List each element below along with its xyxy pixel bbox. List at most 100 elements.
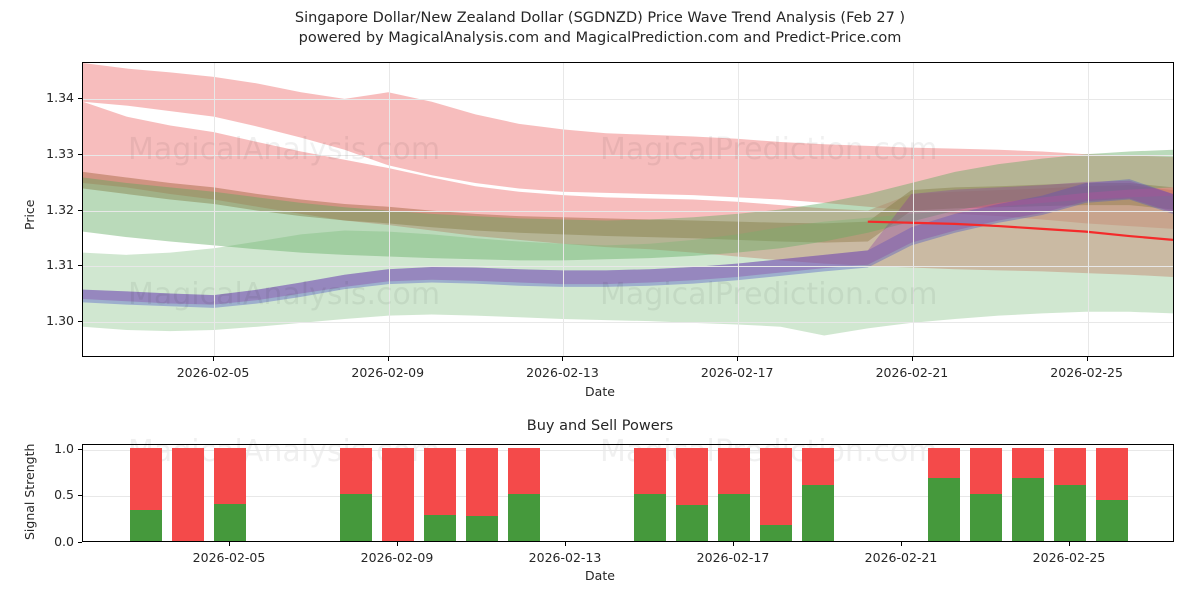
price-y-tickmark: [78, 209, 82, 211]
price-gridline-v: [388, 63, 390, 356]
sell-power-segment: [508, 447, 540, 495]
price-x-tick-label: 2026-02-13: [526, 365, 599, 380]
power-y-tick-label: 1.0: [54, 440, 74, 456]
price-gridline-v: [563, 63, 565, 356]
buy-power-segment: [802, 485, 834, 541]
power-bar[interactable]: [466, 447, 498, 541]
price-x-tick-label: 2026-02-17: [700, 365, 774, 380]
power-chart-title: Buy and Sell Powers: [526, 418, 674, 434]
power-x-tick-label: 2026-02-05: [192, 550, 266, 565]
power-bar[interactable]: [1012, 447, 1044, 541]
price-x-tickmark: [911, 357, 913, 361]
power-bar[interactable]: [928, 447, 960, 541]
sell-power-segment: [760, 447, 792, 526]
page-title: Singapore Dollar/New Zealand Dollar (SGD…: [0, 8, 1200, 48]
power-x-tickmark: [901, 542, 902, 546]
power-y-axis-label: Signal Strength: [22, 443, 37, 540]
power-bar[interactable]: [1054, 447, 1086, 541]
sell-power-segment: [1054, 447, 1086, 486]
power-bar[interactable]: [634, 447, 666, 541]
price-gridline-v: [912, 63, 914, 356]
price-band-layer: [83, 63, 1173, 336]
sell-power-segment: [1096, 447, 1128, 500]
price-gridline: [83, 154, 1173, 156]
sell-power-segment: [130, 447, 162, 511]
buy-power-segment: [1012, 478, 1044, 541]
buy-power-segment: [760, 525, 792, 541]
power-x-tickmark: [565, 542, 566, 546]
buy-power-segment: [130, 510, 162, 541]
buy-power-segment: [928, 478, 960, 541]
price-x-tickmark: [562, 357, 564, 361]
power-x-tick-label: 2026-02-25: [1032, 550, 1106, 565]
price-gridline-v: [738, 63, 740, 356]
buy-power-segment: [718, 494, 750, 541]
power-bar[interactable]: [340, 447, 372, 541]
price-y-axis-label: Price: [22, 199, 37, 231]
power-bar[interactable]: [676, 447, 708, 541]
price-y-tickmark: [78, 320, 82, 322]
power-x-tickmark: [1069, 542, 1070, 546]
sell-power-segment: [340, 447, 372, 495]
price-band-purple-overlap-band: [83, 180, 1173, 305]
power-bar[interactable]: [214, 447, 246, 541]
title-line-1: Singapore Dollar/New Zealand Dollar (SGD…: [294, 10, 906, 26]
power-gridline: [83, 449, 1173, 451]
price-gridline: [83, 321, 1173, 323]
sell-power-segment: [970, 447, 1002, 495]
sell-power-segment: [634, 447, 666, 495]
price-x-tickmark: [1086, 357, 1088, 361]
power-bar[interactable]: [1096, 447, 1128, 541]
power-bar[interactable]: [970, 447, 1002, 541]
buy-power-segment: [676, 504, 708, 541]
price-band-wide-green-envelope: [83, 195, 1173, 336]
sell-power-segment: [928, 447, 960, 479]
power-x-tick-label: 2026-02-13: [528, 550, 602, 565]
power-bar[interactable]: [718, 447, 750, 541]
price-x-tick-label: 2026-02-25: [1050, 365, 1123, 380]
price-y-tickmark: [78, 265, 82, 267]
sell-power-segment: [1012, 447, 1044, 479]
price-y-tick-label: 1.33: [46, 145, 74, 161]
price-band-brown-overlap-band: [83, 171, 1173, 243]
power-bar[interactable]: [802, 447, 834, 541]
buy-power-segment: [1096, 499, 1128, 541]
power-x-tick-label: 2026-02-21: [864, 550, 938, 565]
sell-power-segment: [718, 447, 750, 495]
power-bar[interactable]: [424, 447, 456, 541]
power-chart-axes: [82, 444, 1174, 542]
buy-power-segment: [1054, 485, 1086, 541]
price-x-tickmark: [213, 357, 215, 361]
price-gridline-v: [1087, 63, 1089, 356]
power-bar[interactable]: [130, 447, 162, 541]
price-band-lower-green-band: [83, 149, 1173, 261]
power-y-tickmark: [78, 448, 82, 450]
power-bar[interactable]: [760, 447, 792, 541]
sell-power-segment: [214, 447, 246, 504]
price-trend-line: [867, 220, 1173, 241]
price-band-blue-wave-band: [83, 179, 1173, 308]
price-y-tick-label: 1.34: [46, 90, 74, 106]
power-gridline: [83, 496, 1173, 498]
power-bar[interactable]: [382, 447, 414, 541]
price-band-mid-red-band: [83, 101, 1173, 277]
buy-power-segment: [634, 494, 666, 541]
price-gridline-v: [214, 63, 216, 356]
power-y-tickmark: [78, 495, 82, 497]
price-band-upper-red-band: [83, 63, 1173, 229]
power-y-tick-label: 0.5: [54, 487, 74, 503]
price-y-tick-label: 1.32: [46, 201, 74, 217]
power-y-tickmark: [78, 542, 82, 543]
buy-power-segment: [466, 515, 498, 541]
price-x-tick-label: 2026-02-09: [351, 365, 425, 380]
sell-power-segment: [802, 447, 834, 486]
power-bar[interactable]: [508, 447, 540, 541]
price-y-tickmark: [78, 98, 82, 100]
price-x-tickmark: [737, 357, 739, 361]
power-x-axis-label: Date: [585, 568, 615, 583]
price-x-tick-label: 2026-02-21: [875, 365, 949, 380]
price-y-tick-label: 1.30: [46, 312, 74, 328]
power-bar[interactable]: [172, 447, 204, 541]
sell-power-segment: [172, 447, 204, 541]
power-x-tickmark: [229, 542, 230, 546]
